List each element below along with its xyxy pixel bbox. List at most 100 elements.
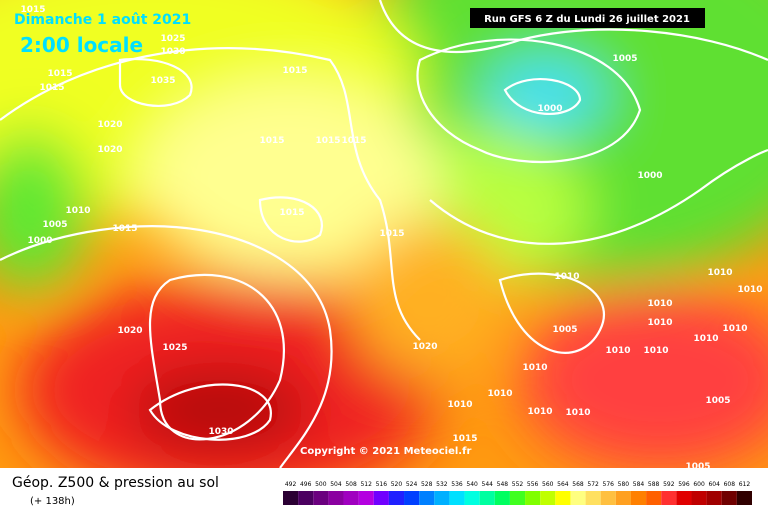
scale-swatch — [676, 491, 692, 505]
isobar-label: 1010 — [693, 334, 718, 344]
scale-swatch — [630, 491, 647, 505]
scale-swatch — [494, 491, 510, 505]
isobar-label: 1015 — [112, 224, 137, 234]
isobar-label: 1020 — [117, 326, 142, 336]
isobar-label: 1015 — [20, 5, 45, 15]
isobar-label: 1010 — [605, 346, 630, 356]
isobar-label: 1005 — [612, 54, 637, 64]
isobar-label: 1015 — [39, 83, 64, 93]
footer-title: Géop. Z500 & pression au sol — [12, 475, 219, 491]
scale-swatch — [404, 491, 420, 505]
scale-label: 504 — [330, 481, 342, 488]
scale-swatch — [449, 491, 465, 505]
isobar-label: 1010 — [647, 318, 672, 328]
date-label: Dimanche 1 août 2021 — [14, 12, 191, 28]
scale-label: 508 — [345, 481, 357, 488]
scale-label: 584 — [633, 481, 645, 488]
scale-label: 608 — [724, 481, 736, 488]
isobar-label: 1010 — [447, 400, 472, 410]
isobar-label: 1005 — [705, 396, 730, 406]
scale-swatch — [509, 491, 526, 505]
scale-label: 536 — [451, 481, 463, 488]
isobar-label: 1030 — [208, 427, 233, 437]
field — [0, 0, 768, 468]
isobar-label: 1035 — [150, 76, 175, 86]
isobar-label: 1020 — [97, 120, 122, 130]
scale-swatch — [661, 491, 677, 505]
scale-swatch — [646, 491, 662, 505]
scale-swatch — [373, 491, 389, 505]
isobar-label: 1010 — [643, 346, 668, 356]
scale-label: 540 — [466, 481, 478, 488]
isobar-label: 1010 — [65, 206, 90, 216]
scale-swatch — [721, 491, 737, 505]
scale-label: 532 — [436, 481, 448, 488]
scale-swatch — [358, 491, 374, 505]
scale-swatch — [343, 491, 359, 505]
scale-swatch — [419, 491, 435, 505]
isobar-label: 1010 — [522, 363, 547, 373]
scale-label: 564 — [557, 481, 569, 488]
scale-swatch — [706, 491, 722, 505]
isobar-label: 1010 — [722, 324, 747, 334]
scale-label: 588 — [648, 481, 660, 488]
isobar-label: 1025 — [162, 343, 187, 353]
isobar-label: 1005 — [685, 462, 710, 472]
isobar-label: 1015 — [315, 136, 340, 146]
isobar-label: 1020 — [412, 342, 437, 352]
scale-label: 560 — [542, 481, 554, 488]
isobar-label: 1025 — [160, 34, 185, 44]
scale-swatch — [585, 491, 601, 505]
isobar-label: 1005 — [552, 325, 577, 335]
scale-label: 604 — [708, 481, 720, 488]
isobar-label: 1000 — [537, 104, 562, 114]
scale-label: 528 — [421, 481, 433, 488]
scale-label: 568 — [572, 481, 584, 488]
scale-swatch — [691, 491, 707, 505]
scale-label: 524 — [406, 481, 418, 488]
isobar-label: 1000 — [637, 171, 662, 181]
isobar-label: 1010 — [554, 272, 579, 282]
isobar-label: 1000 — [27, 236, 52, 246]
scale-label: 492 — [285, 481, 297, 488]
run-box — [470, 8, 705, 28]
scale-swatch — [328, 491, 344, 505]
isobar-label: 1005 — [42, 220, 67, 230]
scale-swatch — [570, 491, 586, 505]
scale-swatch — [388, 491, 405, 505]
scale-label: 580 — [618, 481, 630, 488]
isobar-label: 1010 — [565, 408, 590, 418]
scale-swatch — [313, 491, 329, 505]
scale-label: 512 — [360, 481, 372, 488]
scale-swatch — [540, 491, 556, 505]
isobar-label: 1030 — [160, 47, 185, 57]
scale-label: 516 — [376, 481, 388, 488]
scale-label: 520 — [391, 481, 403, 488]
scale-label: 596 — [678, 481, 690, 488]
scale-swatch — [464, 491, 480, 505]
isobar-label: 1015 — [379, 229, 404, 239]
scale-label: 496 — [300, 481, 312, 488]
isobar-label: 1010 — [487, 389, 512, 399]
isobar-label: 1015 — [279, 208, 304, 218]
scale-label: 576 — [603, 481, 615, 488]
scale-label: 552 — [512, 481, 524, 488]
isobar-label: 1010 — [737, 285, 762, 295]
time-label: 2:00 locale — [20, 33, 143, 57]
isobar-label: 1015 — [47, 69, 72, 79]
scale-label: 612 — [739, 481, 751, 488]
scale-swatch — [600, 491, 616, 505]
scale-swatch — [736, 491, 752, 505]
isobar-label: 1010 — [527, 407, 552, 417]
scale-swatch — [555, 491, 571, 505]
scale-label: 600 — [693, 481, 705, 488]
scale-label: 548 — [497, 481, 509, 488]
scale-label: 544 — [482, 481, 494, 488]
scale-swatch — [525, 491, 541, 505]
isobar-label: 1015 — [282, 66, 307, 76]
scale-label: 592 — [663, 481, 675, 488]
scale-label: 500 — [315, 481, 327, 488]
scale-swatch — [283, 491, 299, 505]
